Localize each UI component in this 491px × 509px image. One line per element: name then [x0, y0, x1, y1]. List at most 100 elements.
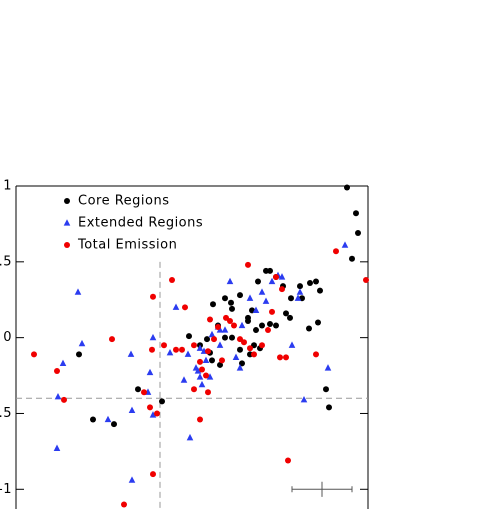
- data-point: [287, 314, 293, 321]
- data-point: [255, 278, 261, 285]
- data-point: [202, 356, 210, 363]
- legend-label: Total Emission: [77, 238, 177, 253]
- data-point: [179, 346, 185, 353]
- data-point: [363, 277, 369, 284]
- data-point: [229, 334, 235, 341]
- data-point: [141, 389, 147, 396]
- data-point: [196, 373, 204, 380]
- y-tick-label: .5: [0, 406, 12, 421]
- data-point: [31, 351, 37, 358]
- data-point: [197, 358, 203, 365]
- data-point: [279, 286, 285, 293]
- data-point: [207, 316, 213, 323]
- data-point: [184, 350, 192, 357]
- data-point: [90, 416, 96, 423]
- data-point: [269, 308, 275, 315]
- data-point: [278, 273, 286, 280]
- data-point: [288, 295, 294, 302]
- data-point: [222, 295, 228, 302]
- data-point: [182, 304, 188, 311]
- data-point: [222, 334, 228, 341]
- data-point: [78, 339, 86, 347]
- legend-marker: [64, 242, 70, 248]
- data-point: [161, 342, 167, 349]
- data-point: [210, 301, 216, 308]
- data-point: [204, 336, 210, 343]
- data-point: [216, 326, 224, 333]
- data-point: [74, 288, 82, 295]
- data-point: [294, 294, 302, 301]
- data-point: [154, 410, 160, 417]
- data-point: [313, 351, 319, 358]
- data-point: [267, 267, 273, 274]
- data-point: [191, 342, 197, 349]
- data-point: [344, 184, 350, 191]
- data-point: [196, 344, 204, 351]
- data-point: [146, 368, 154, 376]
- data-point: [191, 386, 197, 393]
- data-point: [127, 350, 135, 357]
- data-point: [317, 287, 323, 294]
- data-point: [208, 330, 216, 338]
- data-point: [172, 303, 180, 310]
- data-point: [121, 501, 127, 508]
- data-point: [54, 392, 62, 400]
- data-point: [169, 277, 175, 284]
- data-point: [186, 433, 194, 441]
- data-point: [245, 261, 251, 268]
- data-point: [219, 357, 225, 364]
- data-point: [277, 354, 283, 361]
- data-point: [216, 341, 224, 348]
- data-point: [197, 416, 203, 423]
- data-point: [251, 351, 257, 358]
- data-point: [239, 360, 245, 367]
- data-point: [333, 248, 339, 255]
- data-point: [253, 327, 259, 334]
- data-point: [237, 292, 243, 299]
- data-point: [76, 351, 82, 358]
- data-point: [245, 314, 251, 321]
- data-point: [241, 339, 247, 346]
- data-point: [159, 398, 165, 405]
- data-point: [259, 322, 265, 329]
- data-point: [238, 321, 246, 329]
- data-point: [149, 411, 157, 418]
- data-point: [135, 386, 141, 393]
- data-point: [259, 342, 265, 349]
- data-point: [198, 380, 206, 388]
- data-point: [147, 404, 153, 411]
- data-point: [229, 305, 235, 312]
- data-point: [150, 471, 156, 478]
- data-point: [232, 353, 240, 360]
- data-point: [203, 372, 209, 379]
- data-point: [215, 324, 221, 331]
- data-point: [111, 421, 117, 428]
- data-point: [150, 293, 156, 300]
- data-point: [217, 361, 223, 368]
- data-point: [53, 444, 61, 451]
- y-tick-label: .5: [0, 254, 12, 269]
- data-point: [247, 345, 253, 352]
- data-point: [252, 306, 260, 313]
- data-point: [296, 288, 304, 295]
- data-point: [54, 368, 60, 375]
- data-point: [186, 333, 192, 340]
- data-point: [237, 346, 243, 353]
- legend-marker: [63, 219, 71, 226]
- legend-marker: [64, 198, 70, 204]
- data-point: [297, 283, 303, 290]
- data-point: [199, 366, 205, 373]
- data-point: [128, 406, 136, 414]
- legend-label: Core Regions: [78, 194, 170, 209]
- data-point: [173, 346, 179, 353]
- legend-label: Extended Regions: [78, 216, 203, 231]
- data-point: [268, 277, 276, 285]
- y-tick-label: -1: [0, 482, 12, 497]
- data-point: [341, 241, 349, 248]
- data-point: [205, 389, 211, 396]
- data-point: [227, 317, 233, 324]
- data-point: [273, 322, 279, 329]
- data-point: [315, 319, 321, 326]
- data-point: [109, 336, 115, 343]
- data-point: [104, 415, 112, 423]
